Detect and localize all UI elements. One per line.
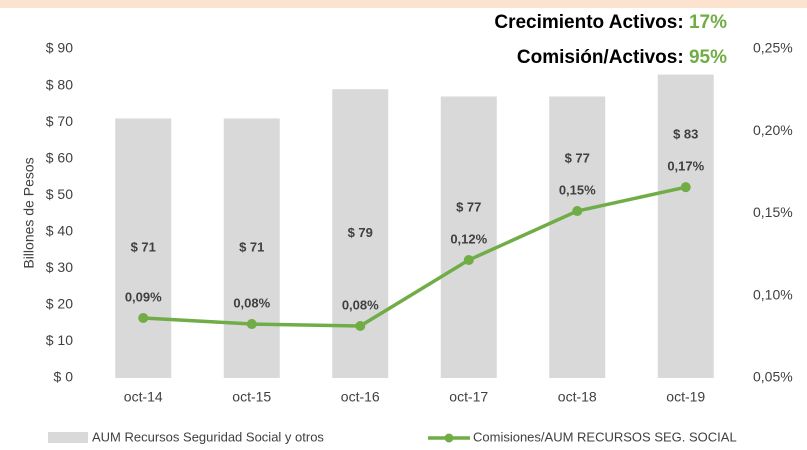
y2-tick-label: 0,10%: [753, 286, 793, 302]
y2-tick-label: 0,25%: [753, 40, 793, 56]
legend-swatch: [444, 433, 454, 443]
y-tick-label: $ 30: [46, 259, 73, 275]
line-point: [138, 312, 149, 323]
y-tick-label: $ 70: [46, 113, 73, 129]
annotation-text: Comisión/Activos:: [517, 47, 684, 68]
line-point: [572, 206, 583, 217]
y-tick-label: $ 40: [46, 222, 73, 238]
annotation: Comisión/Activos: 95%: [517, 47, 727, 68]
y-tick-label: $ 0: [54, 369, 74, 385]
line-value-label: 0,08%: [233, 295, 270, 310]
bar-value-label: $ 83: [673, 127, 698, 142]
y-tick-label: $ 20: [46, 296, 73, 312]
top-strip: [0, 0, 807, 8]
bar-value-label: $ 77: [456, 199, 481, 214]
line-value-label: 0,17%: [667, 159, 704, 174]
bar: [115, 118, 172, 378]
annotation: Crecimiento Activos: 17%: [494, 12, 727, 33]
y-tick-label: $ 10: [46, 332, 73, 348]
bar: [657, 74, 714, 378]
bar-value-label: $ 71: [239, 240, 264, 255]
y2-tick-label: 0,20%: [753, 122, 793, 138]
y2-tick-label: 0,05%: [753, 369, 793, 385]
line-value-label: 0,12%: [450, 231, 487, 246]
line-point: [246, 319, 257, 330]
line: [143, 185, 687, 328]
line-value-label: 0,09%: [125, 289, 162, 304]
line-point: [680, 182, 691, 193]
legend-label: Comisiones/AUM RECURSOS SEG. SOCIAL: [473, 429, 737, 444]
annotation-value: 17%: [689, 12, 727, 33]
legend-swatch: [48, 432, 88, 443]
bar-value-label: $ 79: [348, 225, 373, 240]
bar: [440, 96, 497, 379]
line-point: [355, 321, 366, 332]
legend-label: AUM Recursos Seguridad Social y otros: [92, 429, 324, 444]
bar: [223, 118, 280, 378]
x-tick-label: oct-18: [558, 389, 597, 405]
y-tick-label: $ 90: [46, 40, 73, 56]
x-tick-label: oct-15: [232, 389, 271, 405]
y-axis-label: Billones de Pesos: [21, 157, 37, 268]
line-value-label: 0,08%: [342, 297, 379, 312]
y2-tick-label: 0,15%: [753, 204, 793, 220]
line-value-label: 0,15%: [559, 182, 596, 197]
bar-value-label: $ 71: [131, 240, 156, 255]
y-tick-label: $ 80: [46, 76, 73, 92]
x-tick-label: oct-17: [449, 389, 488, 405]
y-tick-label: $ 60: [46, 149, 73, 165]
line-point: [463, 255, 474, 266]
bar: [549, 96, 606, 379]
y-tick-label: $ 50: [46, 186, 73, 202]
annotation-value: 95%: [689, 47, 727, 68]
x-tick-label: oct-14: [124, 389, 163, 405]
x-tick-label: oct-16: [341, 389, 380, 405]
x-tick-label: oct-19: [666, 389, 705, 405]
bar-value-label: $ 77: [565, 150, 590, 165]
annotation-text: Crecimiento Activos:: [494, 12, 683, 33]
